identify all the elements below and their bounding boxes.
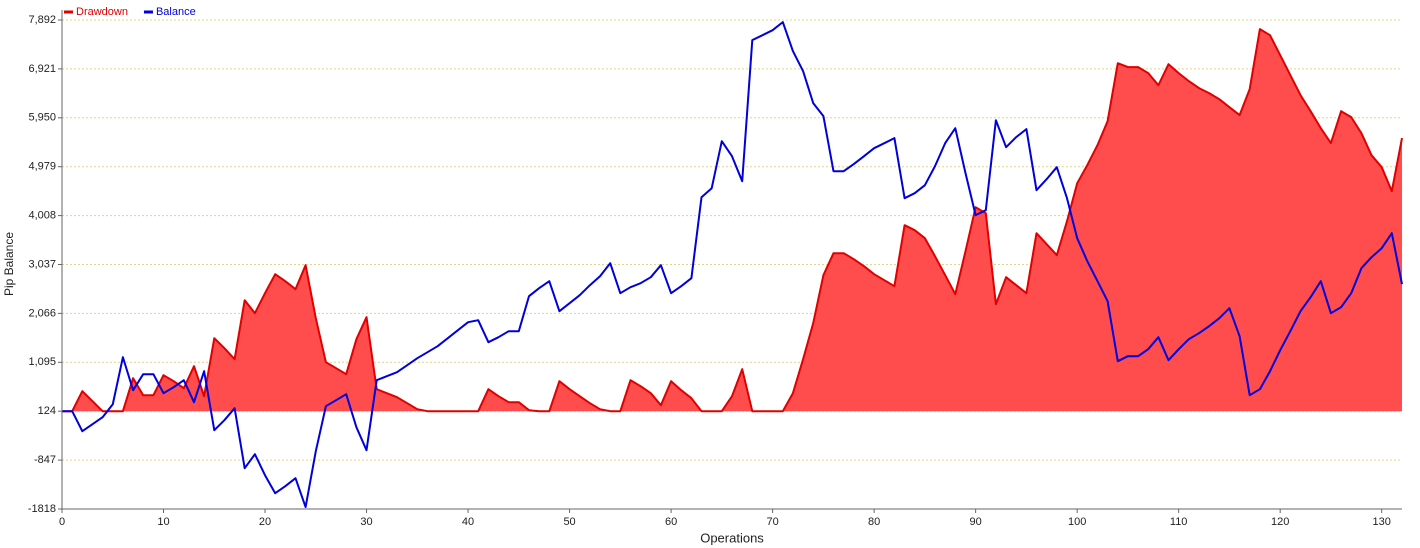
- x-tick-label: 60: [665, 516, 677, 528]
- y-tick-label: 3,037: [28, 258, 56, 270]
- x-tick-label: 20: [259, 516, 271, 528]
- area: [62, 29, 1402, 412]
- legend-label: Drawdown: [76, 6, 128, 18]
- legend-label: Balance: [156, 6, 196, 18]
- x-tick-label: 0: [59, 516, 65, 528]
- x-tick-label: 90: [970, 516, 982, 528]
- x-tick-label: 100: [1068, 516, 1086, 528]
- x-axis-title: Operations: [700, 530, 764, 545]
- y-tick-label: 1,095: [28, 356, 56, 368]
- x-tick-label: 130: [1373, 516, 1391, 528]
- y-tick-label: 124: [38, 405, 56, 417]
- y-tick-label: 4,979: [28, 161, 56, 173]
- y-tick-label: 4,008: [28, 210, 56, 222]
- line: [62, 28, 1403, 413]
- y-tick-label: 7,892: [28, 14, 56, 26]
- x-tick-label: 10: [157, 516, 169, 528]
- line: [62, 21, 1403, 509]
- x-tick-label: 50: [563, 516, 575, 528]
- x-tick-label: 70: [766, 516, 778, 528]
- y-tick-label: -1818: [28, 503, 56, 515]
- y-tick-label: 5,950: [28, 112, 56, 124]
- x-tick-label: 40: [462, 516, 474, 528]
- x-tick-label: 110: [1170, 516, 1188, 528]
- x-tick-label: 80: [868, 516, 880, 528]
- y-tick-label: 2,066: [28, 307, 56, 319]
- x-tick-label: 120: [1271, 516, 1289, 528]
- y-tick-label: -847: [34, 454, 56, 466]
- x-tick-label: 30: [360, 516, 372, 528]
- y-axis-title: Pip Balance: [2, 232, 16, 296]
- y-tick-label: 6,921: [28, 63, 56, 75]
